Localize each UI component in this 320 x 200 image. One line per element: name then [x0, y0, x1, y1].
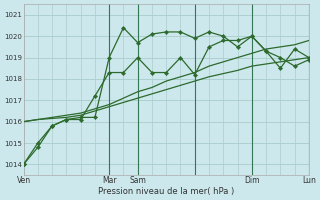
X-axis label: Pression niveau de la mer( hPa ): Pression niveau de la mer( hPa ) [98, 187, 234, 196]
